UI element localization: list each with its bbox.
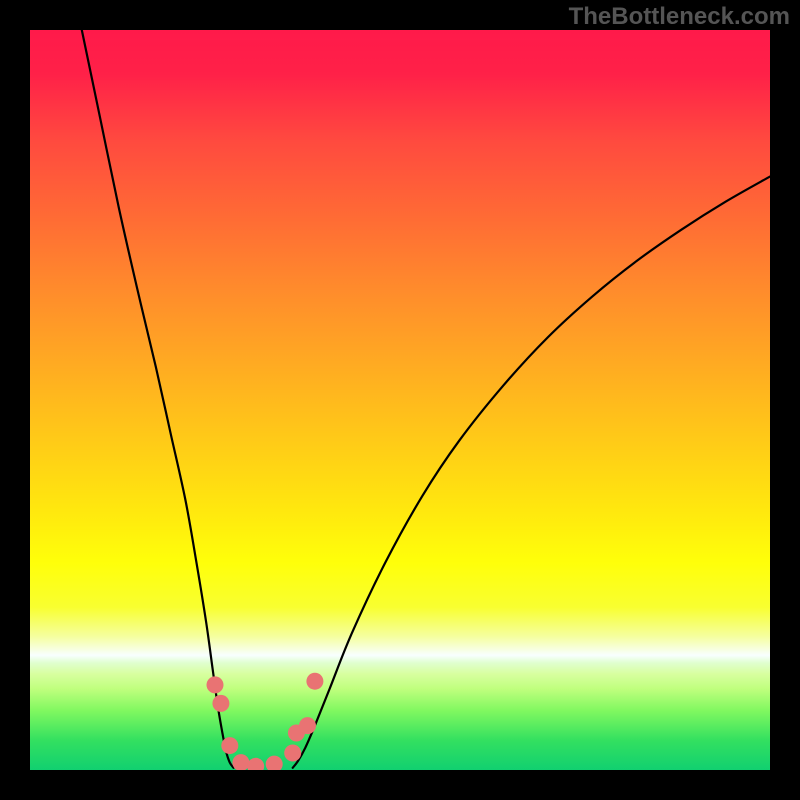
watermark-text: TheBottleneck.com — [569, 3, 790, 31]
background-gradient — [30, 30, 770, 770]
plot-area — [30, 30, 770, 770]
